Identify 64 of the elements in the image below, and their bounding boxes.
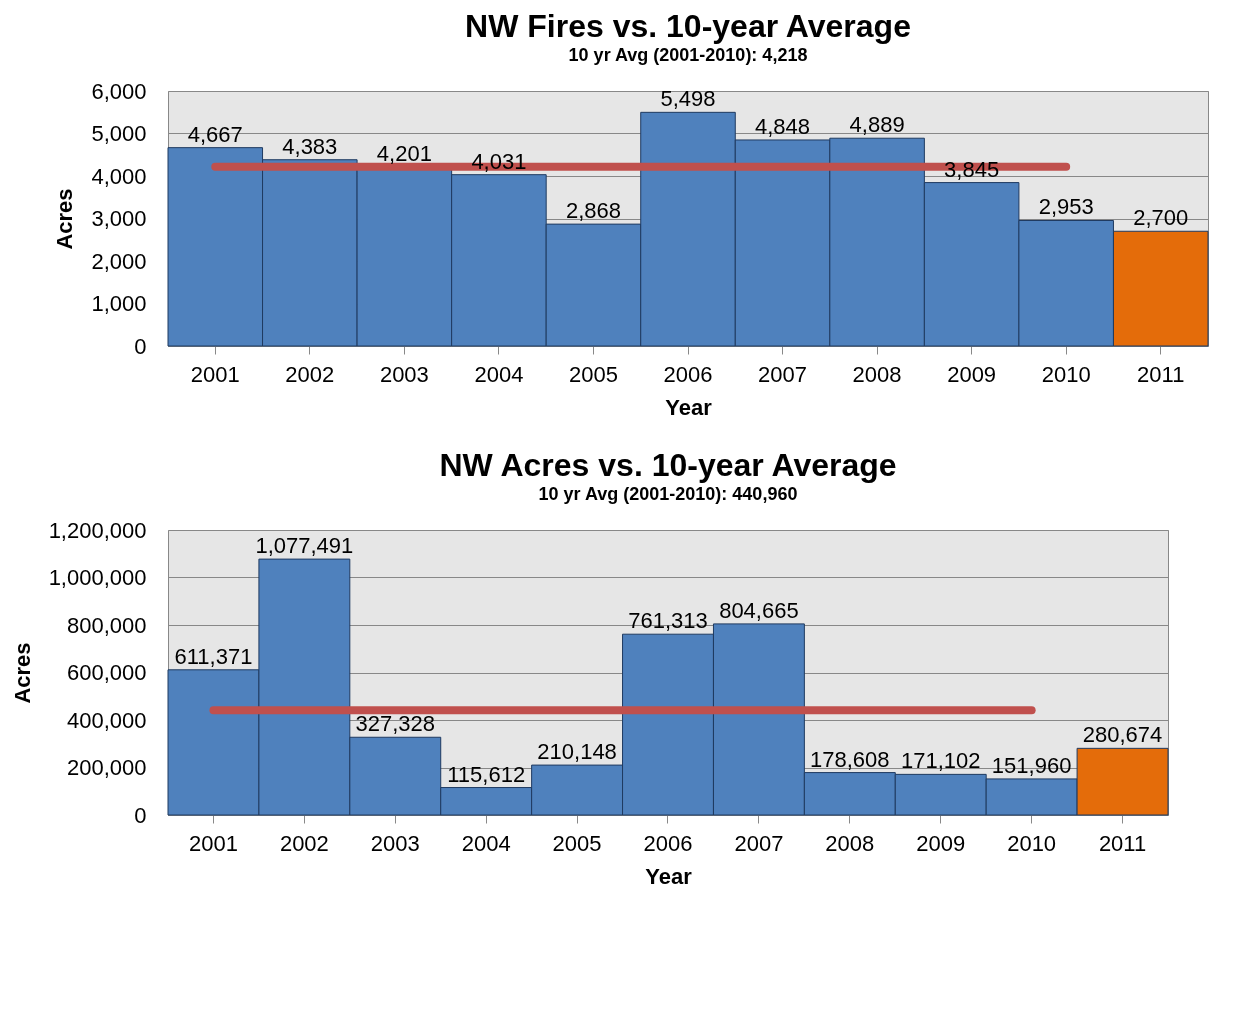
data-label: 4,889 (849, 112, 905, 138)
y-tick-label: 5,000 (91, 121, 147, 146)
data-label: 327,328 (355, 711, 436, 737)
x-tick-label: 2005 (568, 361, 618, 387)
x-tick-label: 2008 (825, 830, 875, 856)
data-label: 171,102 (900, 748, 981, 774)
data-label: 4,201 (376, 141, 432, 167)
x-tick-label: 2001 (188, 830, 238, 856)
x-axis-title: Year (645, 863, 693, 889)
x-tick-label: 2004 (461, 830, 511, 856)
x-tick-label: 2006 (663, 361, 713, 387)
y-tick-label: 0 (134, 333, 147, 359)
x-tick-label: 2011 (1098, 830, 1147, 856)
chart-subtitle: 10 yr Avg (2001-2010): 440,960 (538, 484, 798, 504)
x-tick-label: 2002 (279, 830, 329, 856)
y-tick-label: 3,000 (91, 206, 147, 231)
chart-title: NW Fires vs. 10-year Average (465, 8, 911, 44)
y-tick-label: 200,000 (66, 755, 147, 780)
x-tick-label: 2001 (190, 361, 240, 387)
data-label: 611,371 (174, 643, 253, 669)
x-tick-label: 2009 (916, 830, 966, 856)
x-tick-label: 2007 (758, 361, 808, 387)
x-tick-label: 2010 (1007, 830, 1057, 856)
data-label: 4,383 (282, 133, 338, 159)
x-tick-label: 2009 (947, 361, 997, 387)
data-label: 761,313 (628, 608, 708, 634)
data-label: 5,498 (660, 86, 716, 112)
y-tick-label: 600,000 (66, 660, 147, 685)
data-label: 1,077,491 (255, 533, 354, 559)
y-tick-label: 2,000 (91, 248, 147, 274)
data-label: 804,665 (719, 597, 799, 623)
chart-subtitle: 10 yr Avg (2001-2010): 4,218 (568, 45, 808, 65)
x-tick-label: 2003 (379, 361, 429, 387)
x-tick-label: 2010 (1041, 361, 1091, 387)
data-label: 2,868 (565, 198, 621, 224)
data-label: 151,960 (991, 752, 1072, 778)
y-tick-label: 400,000 (66, 707, 147, 733)
y-tick-label: 1,200,000 (48, 517, 147, 543)
y-tick-label: 1,000 (91, 291, 147, 316)
data-label: 178,608 (810, 746, 890, 772)
x-tick-label: 2011 (1137, 361, 1185, 387)
y-tick-label: 800,000 (66, 612, 147, 638)
data-label: 115,612 (447, 761, 526, 787)
x-axis-title: Year (665, 394, 713, 420)
y-tick-label: 0 (134, 802, 147, 828)
data-label: 280,674 (1082, 722, 1163, 748)
x-tick-label: 2008 (852, 361, 902, 387)
data-label: 2,700 (1133, 205, 1189, 231)
x-tick-label: 2006 (643, 830, 693, 856)
x-tick-label: 2007 (734, 830, 784, 856)
chart-title: NW Acres vs. 10-year Average (439, 447, 897, 483)
x-tick-label: 2003 (370, 830, 420, 856)
y-axis-title: Acres (52, 188, 78, 250)
data-label: 4,667 (187, 121, 243, 147)
x-tick-label: 2004 (474, 361, 524, 387)
y-tick-label: 4,000 (91, 163, 147, 189)
y-tick-label: 1,000,000 (48, 565, 147, 590)
y-tick-label: 6,000 (91, 78, 147, 104)
x-tick-label: 2005 (552, 830, 602, 856)
data-label: 4,848 (755, 113, 811, 139)
y-axis-title: Acres (9, 642, 35, 704)
data-label: 210,148 (537, 739, 617, 765)
x-tick-label: 2002 (285, 361, 335, 387)
data-label: 2,953 (1038, 194, 1094, 220)
